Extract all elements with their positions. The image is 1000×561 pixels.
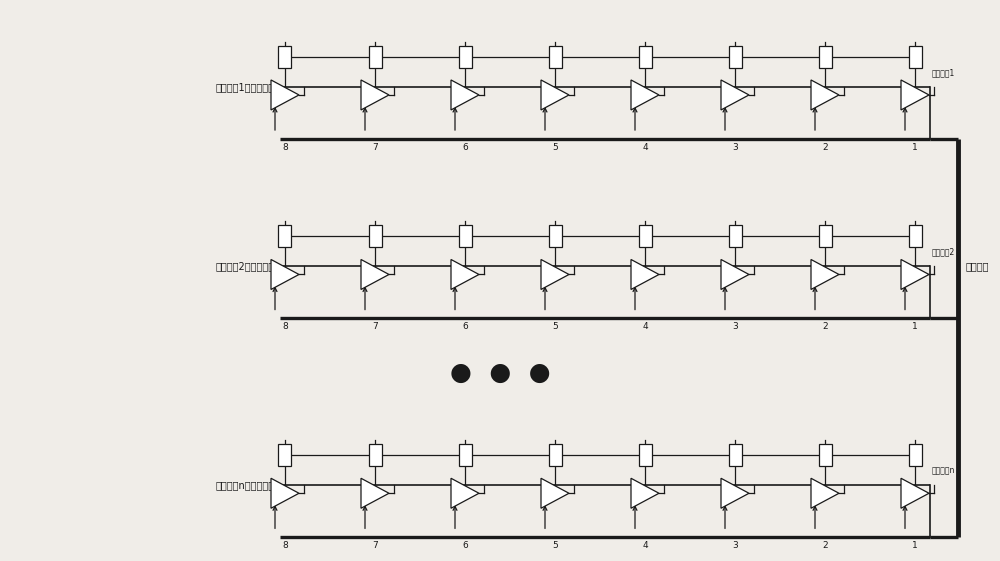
Text: 7: 7 — [372, 541, 378, 550]
Text: 5: 5 — [552, 541, 558, 550]
Bar — [278, 444, 291, 466]
Text: 7: 7 — [372, 323, 378, 332]
Bar — [818, 444, 832, 466]
Text: 4: 4 — [642, 143, 648, 152]
Text: 6: 6 — [462, 323, 468, 332]
Bar — [639, 46, 652, 68]
Polygon shape — [721, 479, 749, 508]
Polygon shape — [811, 80, 839, 110]
Bar — [548, 226, 562, 247]
Bar — [639, 444, 652, 466]
Bar — [368, 444, 382, 466]
Bar — [728, 444, 742, 466]
Polygon shape — [361, 479, 389, 508]
Polygon shape — [361, 260, 389, 289]
Text: ●  ●  ●: ● ● ● — [450, 361, 550, 385]
Polygon shape — [361, 80, 389, 110]
Bar — [909, 226, 922, 247]
Bar — [818, 226, 832, 247]
Polygon shape — [451, 260, 479, 289]
Text: 3: 3 — [732, 541, 738, 550]
Bar — [368, 46, 382, 68]
Text: 输出数据2: 输出数据2 — [932, 247, 955, 256]
Text: 1: 1 — [912, 541, 918, 550]
Bar — [278, 46, 291, 68]
Polygon shape — [811, 479, 839, 508]
Bar — [909, 46, 922, 68]
Text: 3: 3 — [732, 143, 738, 152]
Polygon shape — [901, 479, 929, 508]
Text: 输入天线2的接收数据: 输入天线2的接收数据 — [216, 261, 275, 272]
Text: 6: 6 — [462, 143, 468, 152]
Bar — [818, 46, 832, 68]
Polygon shape — [811, 260, 839, 289]
Text: 6: 6 — [462, 541, 468, 550]
Bar — [458, 226, 472, 247]
Polygon shape — [271, 479, 299, 508]
Bar — [728, 226, 742, 247]
Text: 输入天线n的接收数据: 输入天线n的接收数据 — [216, 480, 275, 490]
Text: 1: 1 — [912, 143, 918, 152]
Polygon shape — [271, 260, 299, 289]
Text: 5: 5 — [552, 323, 558, 332]
Text: 控制总线: 控制总线 — [966, 261, 990, 272]
Bar — [458, 444, 472, 466]
Text: 8: 8 — [282, 323, 288, 332]
Bar — [368, 226, 382, 247]
Text: 5: 5 — [552, 143, 558, 152]
Text: 输出数据n: 输出数据n — [932, 466, 955, 475]
Text: 1: 1 — [912, 323, 918, 332]
Bar — [909, 444, 922, 466]
Text: 输入天线1的接收数据: 输入天线1的接收数据 — [216, 82, 275, 92]
Polygon shape — [721, 80, 749, 110]
Polygon shape — [631, 479, 659, 508]
Text: 2: 2 — [822, 323, 828, 332]
Polygon shape — [451, 80, 479, 110]
Bar — [458, 46, 472, 68]
Bar — [639, 226, 652, 247]
Polygon shape — [901, 80, 929, 110]
Polygon shape — [271, 80, 299, 110]
Text: 2: 2 — [822, 541, 828, 550]
Polygon shape — [631, 260, 659, 289]
Polygon shape — [631, 80, 659, 110]
Text: 8: 8 — [282, 541, 288, 550]
Polygon shape — [541, 80, 569, 110]
Text: 2: 2 — [822, 143, 828, 152]
Polygon shape — [541, 479, 569, 508]
Polygon shape — [451, 479, 479, 508]
Polygon shape — [721, 260, 749, 289]
Polygon shape — [541, 260, 569, 289]
Polygon shape — [901, 260, 929, 289]
Text: 4: 4 — [642, 541, 648, 550]
Text: 3: 3 — [732, 323, 738, 332]
Text: 8: 8 — [282, 143, 288, 152]
Bar — [548, 444, 562, 466]
Bar — [548, 46, 562, 68]
Text: 4: 4 — [642, 323, 648, 332]
Text: 7: 7 — [372, 143, 378, 152]
Bar — [278, 226, 291, 247]
Bar — [728, 46, 742, 68]
Text: 输出数据1: 输出数据1 — [932, 68, 955, 77]
